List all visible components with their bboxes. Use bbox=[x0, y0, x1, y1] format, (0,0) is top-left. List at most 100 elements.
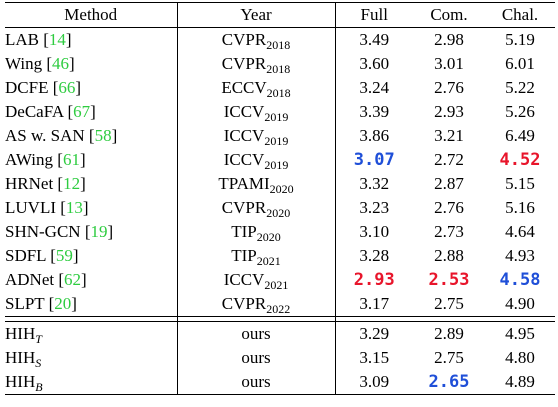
header-row: Method Year Full Com. Chal. bbox=[5, 2, 555, 28]
full-cell: 3.10 bbox=[359, 222, 390, 241]
citation-link[interactable]: 67 bbox=[73, 102, 91, 121]
full-cell: 2.93 bbox=[335, 268, 413, 292]
method-name: Wing bbox=[5, 54, 43, 73]
method-cell: SLPT [20] bbox=[5, 292, 178, 317]
chal-cell: 4.89 bbox=[505, 372, 535, 391]
table-row: LAB [14] CVPR2018 3.49 2.98 5.19 bbox=[5, 27, 555, 52]
citation-link[interactable]: 61 bbox=[62, 150, 80, 169]
com-cell: 3.01 bbox=[434, 54, 464, 73]
method-cell: AWing [61] bbox=[5, 148, 178, 172]
chal-cell: 4.52 bbox=[485, 148, 555, 172]
full-cell: 3.86 bbox=[359, 126, 390, 145]
full-cell: 3.49 bbox=[359, 30, 390, 49]
citation-link[interactable]: 59 bbox=[55, 246, 73, 265]
method-name: DCFE bbox=[5, 78, 49, 97]
method-cell: LUVLI [13] bbox=[5, 196, 178, 220]
method-name: HIH bbox=[5, 372, 36, 391]
year-cell: CVPR2018 bbox=[177, 52, 336, 76]
year-cell: ours bbox=[177, 370, 336, 395]
year-cell: CVPR2020 bbox=[177, 196, 336, 220]
second-best-value: 4.58 bbox=[499, 270, 541, 290]
method-cell: LAB [14] bbox=[5, 27, 178, 52]
table-row: AS w. SAN [58] ICCV2019 3.86 3.21 6.49 bbox=[5, 124, 555, 148]
citation-link[interactable]: 12 bbox=[63, 174, 81, 193]
method-name: LUVLI bbox=[5, 198, 56, 217]
com-cell: 2.75 bbox=[434, 348, 464, 367]
method-name: LAB bbox=[5, 30, 39, 49]
citation-link[interactable]: 19 bbox=[90, 222, 108, 241]
header-full: Full bbox=[360, 5, 388, 24]
section-divider bbox=[5, 316, 555, 322]
best-value: 2.93 bbox=[353, 270, 395, 290]
results-table: Method Year Full Com. Chal. LAB [14] CVP… bbox=[5, 2, 555, 395]
table-row: HIHS ours 3.15 2.75 4.80 bbox=[5, 346, 555, 370]
table-row: HIHB ours 3.09 2.65 4.89 bbox=[5, 370, 555, 395]
citation-link[interactable]: 20 bbox=[54, 294, 72, 313]
method-name: HIH bbox=[5, 348, 36, 367]
citation-link[interactable]: 62 bbox=[64, 270, 82, 289]
chal-cell: 4.93 bbox=[505, 246, 535, 265]
method-cell: DCFE [66] bbox=[5, 76, 178, 100]
year-cell: ICCV2019 bbox=[177, 148, 336, 172]
method-name: DeCaFA bbox=[5, 102, 64, 121]
method-cell: SDFL [59] bbox=[5, 244, 178, 268]
com-cell: 2.76 bbox=[434, 198, 464, 217]
method-cell: Wing [46] bbox=[5, 52, 178, 76]
table-row: Wing [46] CVPR2018 3.60 3.01 6.01 bbox=[5, 52, 555, 76]
com-cell: 2.76 bbox=[434, 78, 464, 97]
chal-cell: 5.15 bbox=[505, 174, 535, 193]
method-cell: SHN-GCN [19] bbox=[5, 220, 178, 244]
full-cell: 3.32 bbox=[359, 174, 390, 193]
full-cell: 3.15 bbox=[359, 348, 390, 367]
second-best-value: 2.65 bbox=[428, 372, 470, 392]
best-value: 4.52 bbox=[499, 150, 541, 170]
citation-link[interactable]: 46 bbox=[52, 54, 70, 73]
method-name: SDFL bbox=[5, 246, 46, 265]
best-value: 2.53 bbox=[428, 270, 470, 290]
chal-cell: 5.26 bbox=[505, 102, 535, 121]
method-name: ADNet bbox=[5, 270, 55, 289]
com-cell: 2.87 bbox=[434, 174, 464, 193]
citation-link[interactable]: 66 bbox=[58, 78, 76, 97]
chal-cell: 5.22 bbox=[505, 78, 535, 97]
table-row: HIHT ours 3.29 2.89 4.95 bbox=[5, 321, 555, 346]
citation-link[interactable]: 58 bbox=[94, 126, 112, 145]
full-cell: 3.23 bbox=[359, 198, 390, 217]
full-cell: 3.09 bbox=[359, 372, 390, 391]
second-best-value: 3.07 bbox=[353, 150, 395, 170]
chal-cell: 4.80 bbox=[505, 348, 535, 367]
method-name: AS w. SAN bbox=[5, 126, 85, 145]
table-row: SDFL [59] TIP2021 3.28 2.88 4.93 bbox=[5, 244, 555, 268]
year-cell: ours bbox=[177, 346, 336, 370]
method-name: HRNet bbox=[5, 174, 54, 193]
method-name: SLPT bbox=[5, 294, 45, 313]
citation-link[interactable]: 13 bbox=[65, 198, 83, 217]
com-cell: 2.88 bbox=[434, 246, 464, 265]
com-cell: 2.75 bbox=[434, 294, 464, 313]
chal-cell: 4.90 bbox=[505, 294, 535, 313]
method-cell: HIHT bbox=[5, 321, 178, 346]
table-row: SLPT [20] CVPR2022 3.17 2.75 4.90 bbox=[5, 292, 555, 317]
com-cell: 2.65 bbox=[413, 370, 485, 395]
year-cell: TIP2021 bbox=[177, 244, 336, 268]
full-cell: 3.28 bbox=[359, 246, 390, 265]
method-cell: HRNet [12] bbox=[5, 172, 178, 196]
method-cell: ADNet [62] bbox=[5, 268, 178, 292]
full-cell: 3.39 bbox=[359, 102, 390, 121]
full-cell: 3.24 bbox=[359, 78, 390, 97]
method-cell: HIHB bbox=[5, 370, 178, 395]
table-row: ADNet [62] ICCV2021 2.93 2.53 4.58 bbox=[5, 268, 555, 292]
full-cell: 3.60 bbox=[359, 54, 390, 73]
com-cell: 3.21 bbox=[434, 126, 464, 145]
year-cell: TPAMI2020 bbox=[177, 172, 336, 196]
method-cell: DeCaFA [67] bbox=[5, 100, 178, 124]
header-chal: Chal. bbox=[501, 5, 539, 24]
method-name: AWing bbox=[5, 150, 54, 169]
table-row: LUVLI [13] CVPR2020 3.23 2.76 5.16 bbox=[5, 196, 555, 220]
header-method: Method bbox=[5, 2, 178, 28]
com-cell: 2.89 bbox=[434, 324, 464, 343]
method-name: HIH bbox=[5, 324, 36, 343]
year-cell: ICCV2019 bbox=[177, 124, 336, 148]
citation-link[interactable]: 14 bbox=[48, 30, 66, 49]
full-cell: 3.07 bbox=[335, 148, 413, 172]
